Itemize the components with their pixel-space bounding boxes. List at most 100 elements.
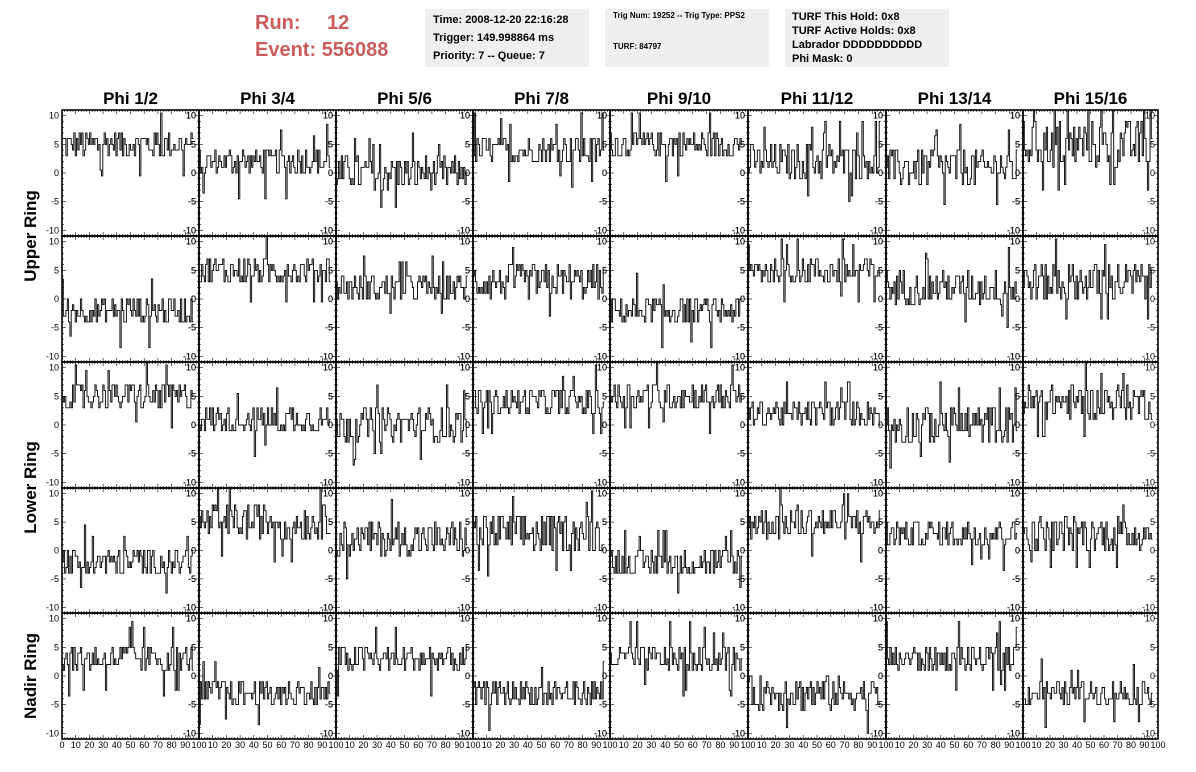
y-tick-label: 0 xyxy=(191,168,196,178)
y-tick-label: 10 xyxy=(186,489,196,499)
y-tick-label: 10 xyxy=(597,111,607,121)
y-tick-label: 0 xyxy=(54,168,59,178)
y-tick-label: 10 xyxy=(1010,489,1020,499)
waveform-trace xyxy=(199,235,331,303)
y-tick-label: 5 xyxy=(1150,517,1155,527)
y-tick-label: -10 xyxy=(594,477,607,487)
y-tick-label: 10 xyxy=(735,111,745,121)
y-tick-label: -5 xyxy=(462,323,470,333)
waveform-trace xyxy=(610,272,743,349)
waveform-trace xyxy=(473,247,605,317)
y-tick-label: 10 xyxy=(323,363,333,373)
y-tick-label: 10 xyxy=(735,363,745,373)
waveform-trace xyxy=(62,361,194,429)
y-tick-label: -10 xyxy=(1007,602,1020,612)
y-tick-label: -10 xyxy=(457,351,470,361)
y-tick-label: 0 xyxy=(328,168,333,178)
y-tick-label: -5 xyxy=(188,323,196,333)
y-tick-label: 5 xyxy=(54,517,59,527)
y-tick-label: -5 xyxy=(462,323,470,333)
y-tick-label: 0 xyxy=(878,294,883,304)
y-tick-label: -10 xyxy=(870,225,883,235)
y-tick-label: 10 xyxy=(323,489,333,499)
y-tick-label: -5 xyxy=(599,197,607,207)
waveform-trace xyxy=(886,381,1018,469)
y-tick-label: -5 xyxy=(51,574,59,584)
y-tick-label: 0 xyxy=(465,546,470,556)
y-tick-label: 0 xyxy=(878,546,883,556)
y-tick-label: 10 xyxy=(873,111,883,121)
y-tick-label: -10 xyxy=(870,225,883,235)
y-tick-label: 10 xyxy=(460,363,470,373)
y-tick-label: 0 xyxy=(740,420,745,430)
y-tick-label: 5 xyxy=(1150,391,1155,401)
y-tick-label: 0 xyxy=(328,420,333,430)
y-tick-label: 10 xyxy=(49,363,59,373)
waveform-panel xyxy=(472,361,611,489)
waveform-trace xyxy=(610,112,743,183)
y-tick-label: 0 xyxy=(740,420,745,430)
y-tick-label: 10 xyxy=(597,489,607,499)
y-tick-label: -10 xyxy=(1142,477,1155,487)
y-tick-label: 5 xyxy=(465,391,470,401)
waveform-trace xyxy=(473,112,605,188)
waveform-panel xyxy=(335,487,474,614)
y-tick-label: 5 xyxy=(465,517,470,527)
y-tick-label: -5 xyxy=(462,574,470,584)
y-tick-label: -5 xyxy=(1147,323,1155,333)
y-tick-label: 0 xyxy=(1015,168,1020,178)
y-tick-label: 0 xyxy=(191,420,196,430)
turf-this-hold-text: TURF This Hold: 0x8 xyxy=(792,11,900,23)
y-tick-label: 0 xyxy=(740,168,745,178)
y-tick-label: 0 xyxy=(1015,294,1020,304)
y-tick-label: -10 xyxy=(732,351,745,361)
y-tick-label: -10 xyxy=(320,602,333,612)
y-tick-label: -5 xyxy=(188,197,196,207)
column-header: Phi 1/2 xyxy=(103,89,158,108)
y-tick-label: 0 xyxy=(1015,168,1020,178)
y-tick-label: 10 xyxy=(873,237,883,247)
y-tick-label: -5 xyxy=(462,449,470,459)
y-tick-label: -5 xyxy=(875,197,883,207)
y-tick-label: 10 xyxy=(323,237,333,247)
ring-label: Lower Ring xyxy=(21,441,40,534)
y-tick-label: 0 xyxy=(328,420,333,430)
y-tick-label: 10 xyxy=(186,111,196,121)
y-tick-label: 5 xyxy=(54,139,59,149)
y-tick-label: -10 xyxy=(457,477,470,487)
waveform-trace xyxy=(748,381,881,426)
y-tick-label: 5 xyxy=(465,517,470,527)
waveform-trace xyxy=(336,132,468,208)
y-tick-label: 5 xyxy=(328,139,333,149)
y-tick-label: 5 xyxy=(740,517,745,527)
y-tick-label: 0 xyxy=(54,420,59,430)
y-tick-label: -10 xyxy=(732,602,745,612)
run-value: 12 xyxy=(327,12,350,34)
waveform-panel xyxy=(472,235,611,363)
y-tick-label: -10 xyxy=(732,477,745,487)
y-tick-label: -10 xyxy=(320,351,333,361)
turf-text: TURF: 84797 xyxy=(613,42,662,51)
y-tick-label: 0 xyxy=(602,546,607,556)
y-tick-label: -10 xyxy=(594,351,607,361)
y-tick-label: -5 xyxy=(325,449,333,459)
y-tick-label: 0 xyxy=(1015,294,1020,304)
waveform-panel xyxy=(198,109,337,237)
y-tick-label: -5 xyxy=(737,197,745,207)
y-tick-label: -10 xyxy=(594,225,607,235)
y-tick-label: 0 xyxy=(1015,420,1020,430)
y-tick-label: -5 xyxy=(1147,197,1155,207)
y-tick-label: 5 xyxy=(191,517,196,527)
y-tick-label: 10 xyxy=(186,363,196,373)
y-tick-label: 10 xyxy=(186,363,196,373)
y-tick-label: 5 xyxy=(878,139,883,149)
waveform-trace xyxy=(336,255,468,314)
waveform-trace xyxy=(886,521,1018,571)
y-tick-label: -5 xyxy=(325,323,333,333)
y-tick-label: -10 xyxy=(870,351,883,361)
y-tick-label: -5 xyxy=(51,323,59,333)
y-tick-label: 0 xyxy=(328,546,333,556)
y-tick-label: -10 xyxy=(457,351,470,361)
y-tick-label: 0 xyxy=(740,294,745,304)
y-tick-label: -10 xyxy=(183,602,196,612)
